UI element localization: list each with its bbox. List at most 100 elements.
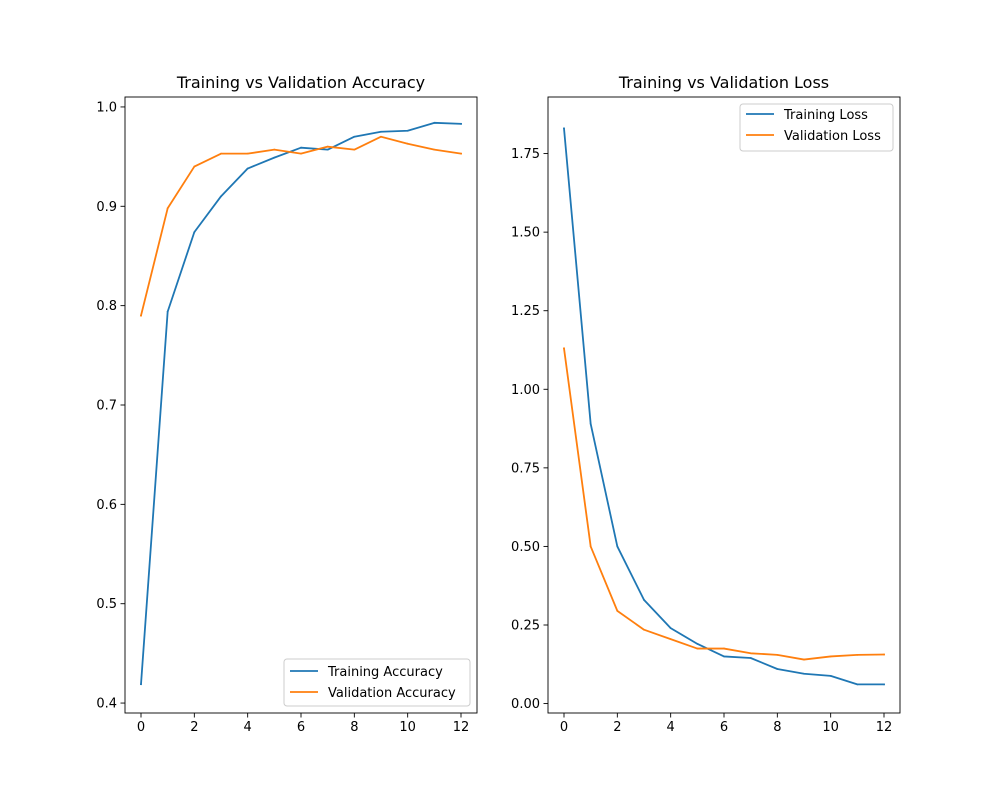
loss-y-axis: 0.00 0.25 0.50 0.75 1.00 1.25 1.50 1.75: [511, 147, 548, 712]
data-point-training-accuracy: [406, 129, 409, 132]
accuracy-y-tick-label: 0.7: [96, 399, 117, 414]
data-point-validation-accuracy: [353, 148, 356, 151]
data-point-validation-accuracy: [246, 152, 249, 155]
loss-y-tick-label: 0.00: [511, 697, 540, 712]
loss-x-tick-label: 10: [822, 720, 839, 735]
loss-chart: Training vs Validation Loss 0 2 4 6 8 10 12 0.…: [511, 73, 901, 735]
data-point-validation-loss: [616, 609, 619, 612]
accuracy-y-axis: 0.4 0.5 0.6 0.7 0.8 0.9 1.0: [96, 100, 125, 712]
loss-legend: Training Loss Validation Loss: [739, 103, 894, 152]
data-point-training-accuracy: [246, 167, 249, 170]
loss-y-tick-label: 0.75: [511, 461, 540, 476]
data-point-training-loss: [643, 598, 645, 601]
data-point-training-loss: [883, 683, 885, 686]
loss-y-tick-label: 0.50: [511, 540, 540, 555]
legend-label-validation-accuracy: Validation Accuracy: [328, 686, 456, 701]
legend-label-training-accuracy: Training Accuracy: [327, 665, 443, 680]
data-point-validation-accuracy: [140, 314, 142, 317]
data-point-training-loss: [563, 127, 565, 130]
accuracy-legend-box: [283, 658, 471, 707]
accuracy-chart-title: Training vs Validation Accuracy: [176, 73, 425, 92]
loss-x-axis: 0 2 4 6 8 10 12: [560, 713, 892, 735]
data-point-training-accuracy: [220, 195, 222, 198]
loss-axes-frame: [547, 96, 901, 714]
data-point-training-accuracy: [193, 231, 196, 234]
data-point-training-loss: [589, 422, 592, 425]
accuracy-y-tick-label: 0.8: [96, 299, 117, 314]
data-point-validation-loss: [643, 628, 645, 631]
accuracy-series-group: [139, 121, 463, 686]
data-point-training-loss: [616, 545, 619, 548]
accuracy-legend: Training Accuracy Validation Accuracy: [283, 658, 471, 707]
data-point-training-accuracy: [273, 156, 276, 159]
accuracy-x-tick-label: 0: [137, 720, 145, 735]
loss-x-tick-label: 4: [667, 720, 675, 735]
data-point-validation-accuracy: [433, 148, 436, 151]
data-point-validation-loss: [776, 653, 779, 656]
data-point-validation-accuracy: [300, 152, 302, 155]
loss-series-group: [562, 127, 885, 686]
legend-label-training-loss: Training Loss: [783, 108, 868, 123]
data-point-training-loss: [776, 668, 779, 670]
data-point-training-accuracy: [353, 135, 356, 138]
data-point-training-accuracy: [460, 122, 462, 125]
loss-legend-box: [739, 103, 894, 152]
data-point-validation-loss: [563, 347, 565, 350]
legend-label-validation-loss: Validation Loss: [784, 129, 881, 144]
loss-y-tick-label: 0.25: [511, 619, 540, 634]
loss-x-tick-label: 2: [613, 720, 621, 735]
data-point-training-loss: [829, 675, 832, 677]
data-point-validation-accuracy: [193, 165, 196, 168]
accuracy-chart: Training vs Validation Accuracy 0 2 4 6 8 10 1…: [96, 73, 478, 735]
data-point-training-accuracy: [433, 121, 436, 124]
data-point-validation-loss: [696, 647, 699, 650]
data-point-validation-accuracy: [220, 152, 222, 155]
data-point-validation-loss: [723, 647, 725, 650]
data-point-validation-loss: [803, 658, 805, 661]
accuracy-x-tick-label: 8: [350, 720, 358, 735]
data-point-training-accuracy: [380, 130, 382, 133]
data-point-training-accuracy: [326, 148, 329, 151]
data-point-training-loss: [749, 657, 752, 659]
data-point-validation-accuracy: [273, 148, 276, 151]
data-point-validation-loss: [856, 653, 859, 656]
data-point-validation-loss: [669, 638, 672, 641]
loss-x-tick-label: 0: [560, 720, 568, 735]
accuracy-x-tick-label: 6: [297, 720, 305, 735]
data-point-validation-accuracy: [326, 145, 329, 148]
data-point-validation-loss: [749, 652, 752, 655]
data-point-validation-loss: [883, 653, 885, 656]
accuracy-y-tick-label: 0.5: [96, 597, 117, 612]
data-point-validation-loss: [829, 655, 832, 658]
loss-y-tick-label: 1.25: [511, 304, 540, 319]
data-point-validation-accuracy: [406, 142, 409, 145]
loss-x-tick-label: 12: [876, 720, 893, 735]
data-point-training-loss: [856, 683, 859, 686]
data-point-validation-accuracy: [380, 135, 382, 138]
accuracy-y-tick-label: 1.0: [96, 100, 117, 115]
loss-chart-title: Training vs Validation Loss: [618, 73, 829, 92]
data-point-training-accuracy: [300, 146, 302, 149]
data-point-training-loss: [696, 642, 699, 645]
loss-x-tick-label: 6: [720, 720, 728, 735]
data-point-training-loss: [803, 672, 805, 675]
accuracy-x-tick-label: 12: [453, 720, 470, 735]
data-point-validation-accuracy: [166, 207, 169, 210]
accuracy-x-tick-label: 10: [399, 720, 416, 735]
data-point-training-loss: [723, 655, 725, 658]
data-point-training-accuracy: [166, 310, 169, 313]
accuracy-x-tick-label: 2: [190, 720, 198, 735]
loss-y-tick-label: 1.00: [511, 383, 540, 398]
accuracy-y-tick-label: 0.6: [96, 498, 117, 513]
data-point-validation-loss: [589, 545, 592, 548]
accuracy-axes-frame: [124, 96, 478, 714]
data-point-training-loss: [669, 627, 672, 630]
loss-x-tick-label: 8: [773, 720, 781, 735]
data-point-training-accuracy: [140, 683, 142, 686]
data-point-validation-accuracy: [460, 152, 462, 155]
accuracy-y-tick-label: 0.9: [96, 200, 117, 215]
accuracy-x-axis: 0 2 4 6 8 10 12: [137, 713, 469, 735]
loss-y-tick-label: 1.75: [511, 147, 540, 162]
loss-y-tick-label: 1.50: [511, 226, 540, 241]
